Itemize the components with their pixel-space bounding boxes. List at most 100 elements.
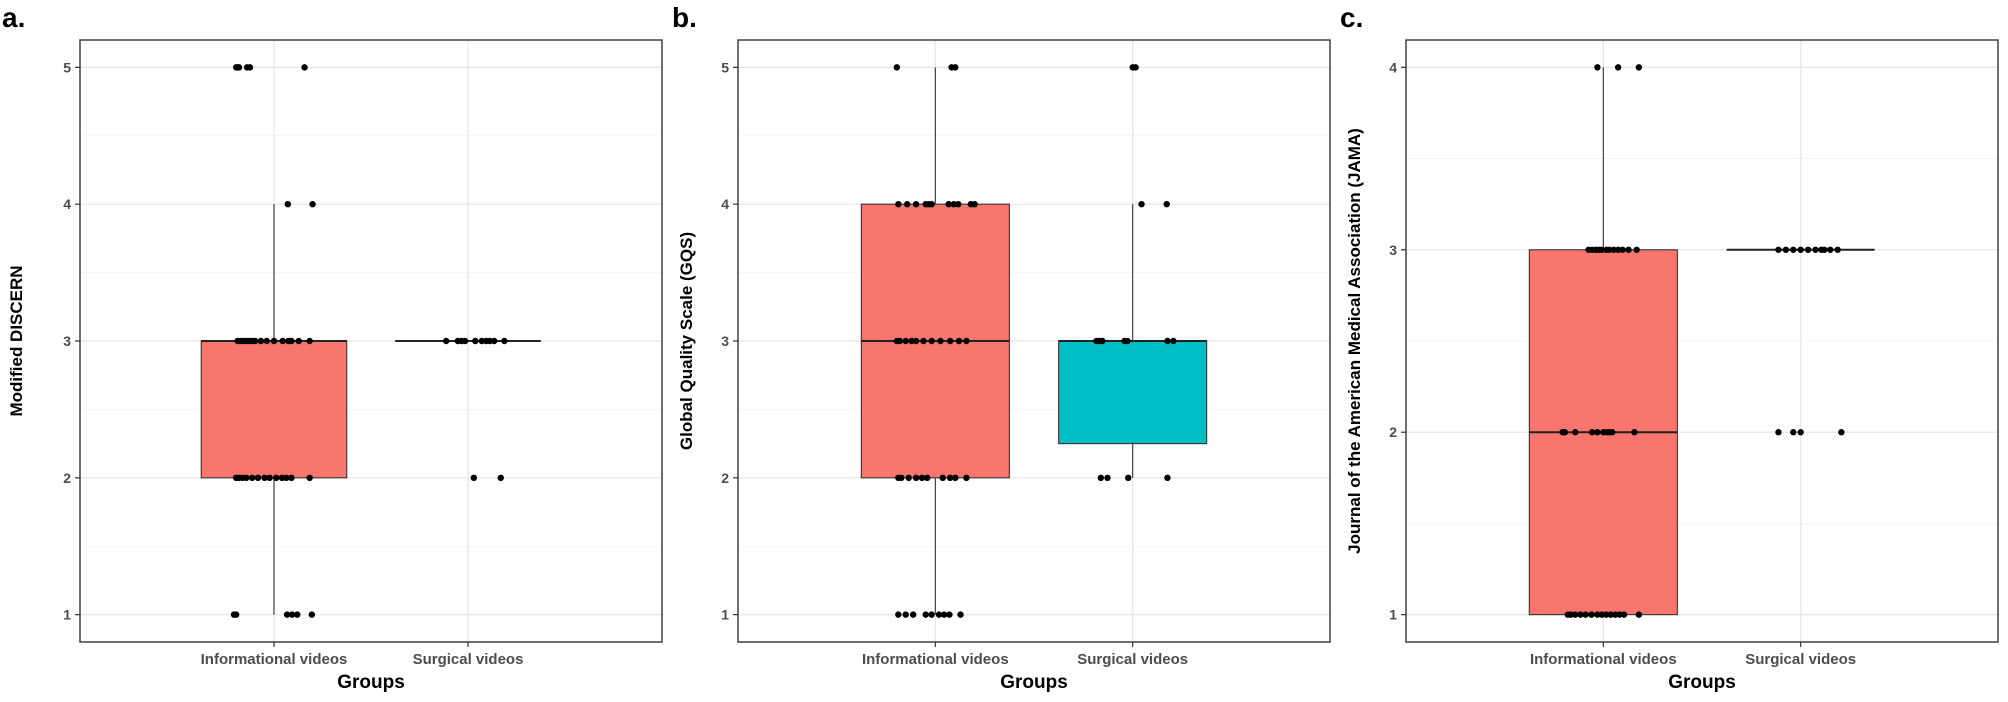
data-point [283,611,291,618]
y-tick-label: 1 [63,607,71,623]
data-point [461,337,469,345]
y-axis-title: Global Quality Scale (GQS) [677,232,696,450]
data-point [912,200,920,208]
data-point [963,474,970,482]
data-point [1782,246,1790,253]
data-point [1164,337,1171,345]
chart-panel-a: a. 1 2 3 4 5 Informational videos Surgical vid… [0,0,670,697]
x-tick-label: Surgical videos [413,651,524,668]
x-tick-label: Surgical videos [1745,651,1856,668]
data-point [928,611,935,618]
data-point [937,337,944,345]
y-tick-label: 4 [63,196,71,212]
data-point [1099,337,1106,345]
data-point [1567,611,1574,618]
data-point [1582,611,1589,618]
y-tick-label: 3 [63,333,71,349]
data-point [288,474,295,482]
data-point [1594,64,1601,71]
data-point [490,337,498,345]
x-tick-label: Informational videos [1530,651,1677,668]
data-point [1610,246,1617,253]
data-point [941,611,948,618]
box [200,340,348,479]
x-tick-label: Surgical videos [1077,651,1188,668]
data-point [301,64,308,71]
panel-label-b: b. [672,2,697,33]
data-point [497,474,504,482]
data-point [1775,246,1782,253]
data-point [1603,611,1610,618]
data-point [922,611,929,618]
data-point [946,337,954,345]
data-point [955,200,962,208]
y-tick-label: 1 [1389,607,1397,623]
y-tick-label: 5 [63,59,71,75]
data-point [254,474,262,482]
data-point [963,337,970,345]
data-point [257,337,265,345]
data-point [905,474,912,482]
data-point [263,337,270,345]
data-point [955,337,963,345]
data-point [266,474,273,482]
data-point [472,337,479,345]
x-tick-label: Informational videos [201,651,348,668]
data-point [1614,246,1622,253]
data-point [501,337,508,345]
data-point [306,474,313,482]
data-point [1124,337,1131,345]
data-point [288,611,296,618]
data-point [270,337,278,345]
data-point [294,611,301,618]
data-point [939,474,946,482]
data-point [1606,246,1613,253]
y-tick-label: 1 [721,607,729,623]
data-point [243,474,250,482]
data-point [235,64,243,71]
chart-b: 1 2 3 4 5 Informational videos Surgical videos… [677,39,1331,693]
data-point [1633,246,1640,253]
plot-border [1405,39,1999,643]
data-point [971,200,978,208]
data-point [1561,429,1569,436]
y-tick-label: 3 [721,333,729,349]
data-point [920,337,927,345]
chart-a: 1 2 3 4 5 Informational videos Surgical videos… [7,39,663,693]
data-point [1598,246,1606,253]
data-point [1598,611,1606,618]
data-point [470,474,478,482]
y-axis-title: Modified DISCERN [7,265,26,416]
x-axis-title: Groups [1668,672,1736,693]
chart-c: 1 2 3 4 Informational videos Surgical videos G… [1345,39,1999,693]
data-point [935,611,943,618]
data-point [946,474,954,482]
data-point [909,611,917,618]
data-point [1607,611,1614,618]
data-point [912,474,920,482]
data-point [248,474,256,482]
panel-label-a: a. [2,2,26,33]
data-point [309,200,316,208]
data-point [918,474,926,482]
data-point [442,337,450,345]
data-point [1635,64,1643,71]
data-point [928,200,935,208]
data-point [898,474,905,482]
x-axis-title: Groups [337,672,405,693]
y-tick-label: 2 [63,470,71,486]
data-point [952,64,959,71]
data-point [1775,429,1782,436]
chart-panel-c: c. 1 2 3 4 Informational videos Surgical vide… [1338,0,2008,697]
data-point [945,200,952,208]
y-tick-label: 2 [721,470,729,486]
data-point [1790,429,1797,436]
y-tick-label: 5 [721,59,729,75]
data-point [923,474,931,482]
y-tick-label: 4 [1389,59,1397,75]
data-point [1631,429,1638,436]
chart-panel-b: b. 1 2 3 4 5 Informational videos Surgical vid… [670,0,1338,697]
data-point [1572,611,1579,618]
data-point [1619,246,1626,253]
y-tick-label: 2 [1389,424,1397,440]
